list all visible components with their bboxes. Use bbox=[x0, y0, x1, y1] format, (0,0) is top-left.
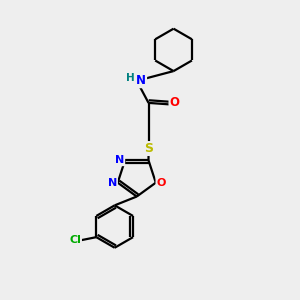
Text: S: S bbox=[144, 142, 153, 155]
Text: O: O bbox=[156, 178, 166, 188]
Text: O: O bbox=[169, 96, 179, 110]
Text: N: N bbox=[115, 155, 124, 165]
Text: N: N bbox=[136, 74, 146, 87]
Text: H: H bbox=[126, 74, 135, 83]
Text: N: N bbox=[108, 178, 117, 188]
Text: Cl: Cl bbox=[69, 235, 81, 245]
